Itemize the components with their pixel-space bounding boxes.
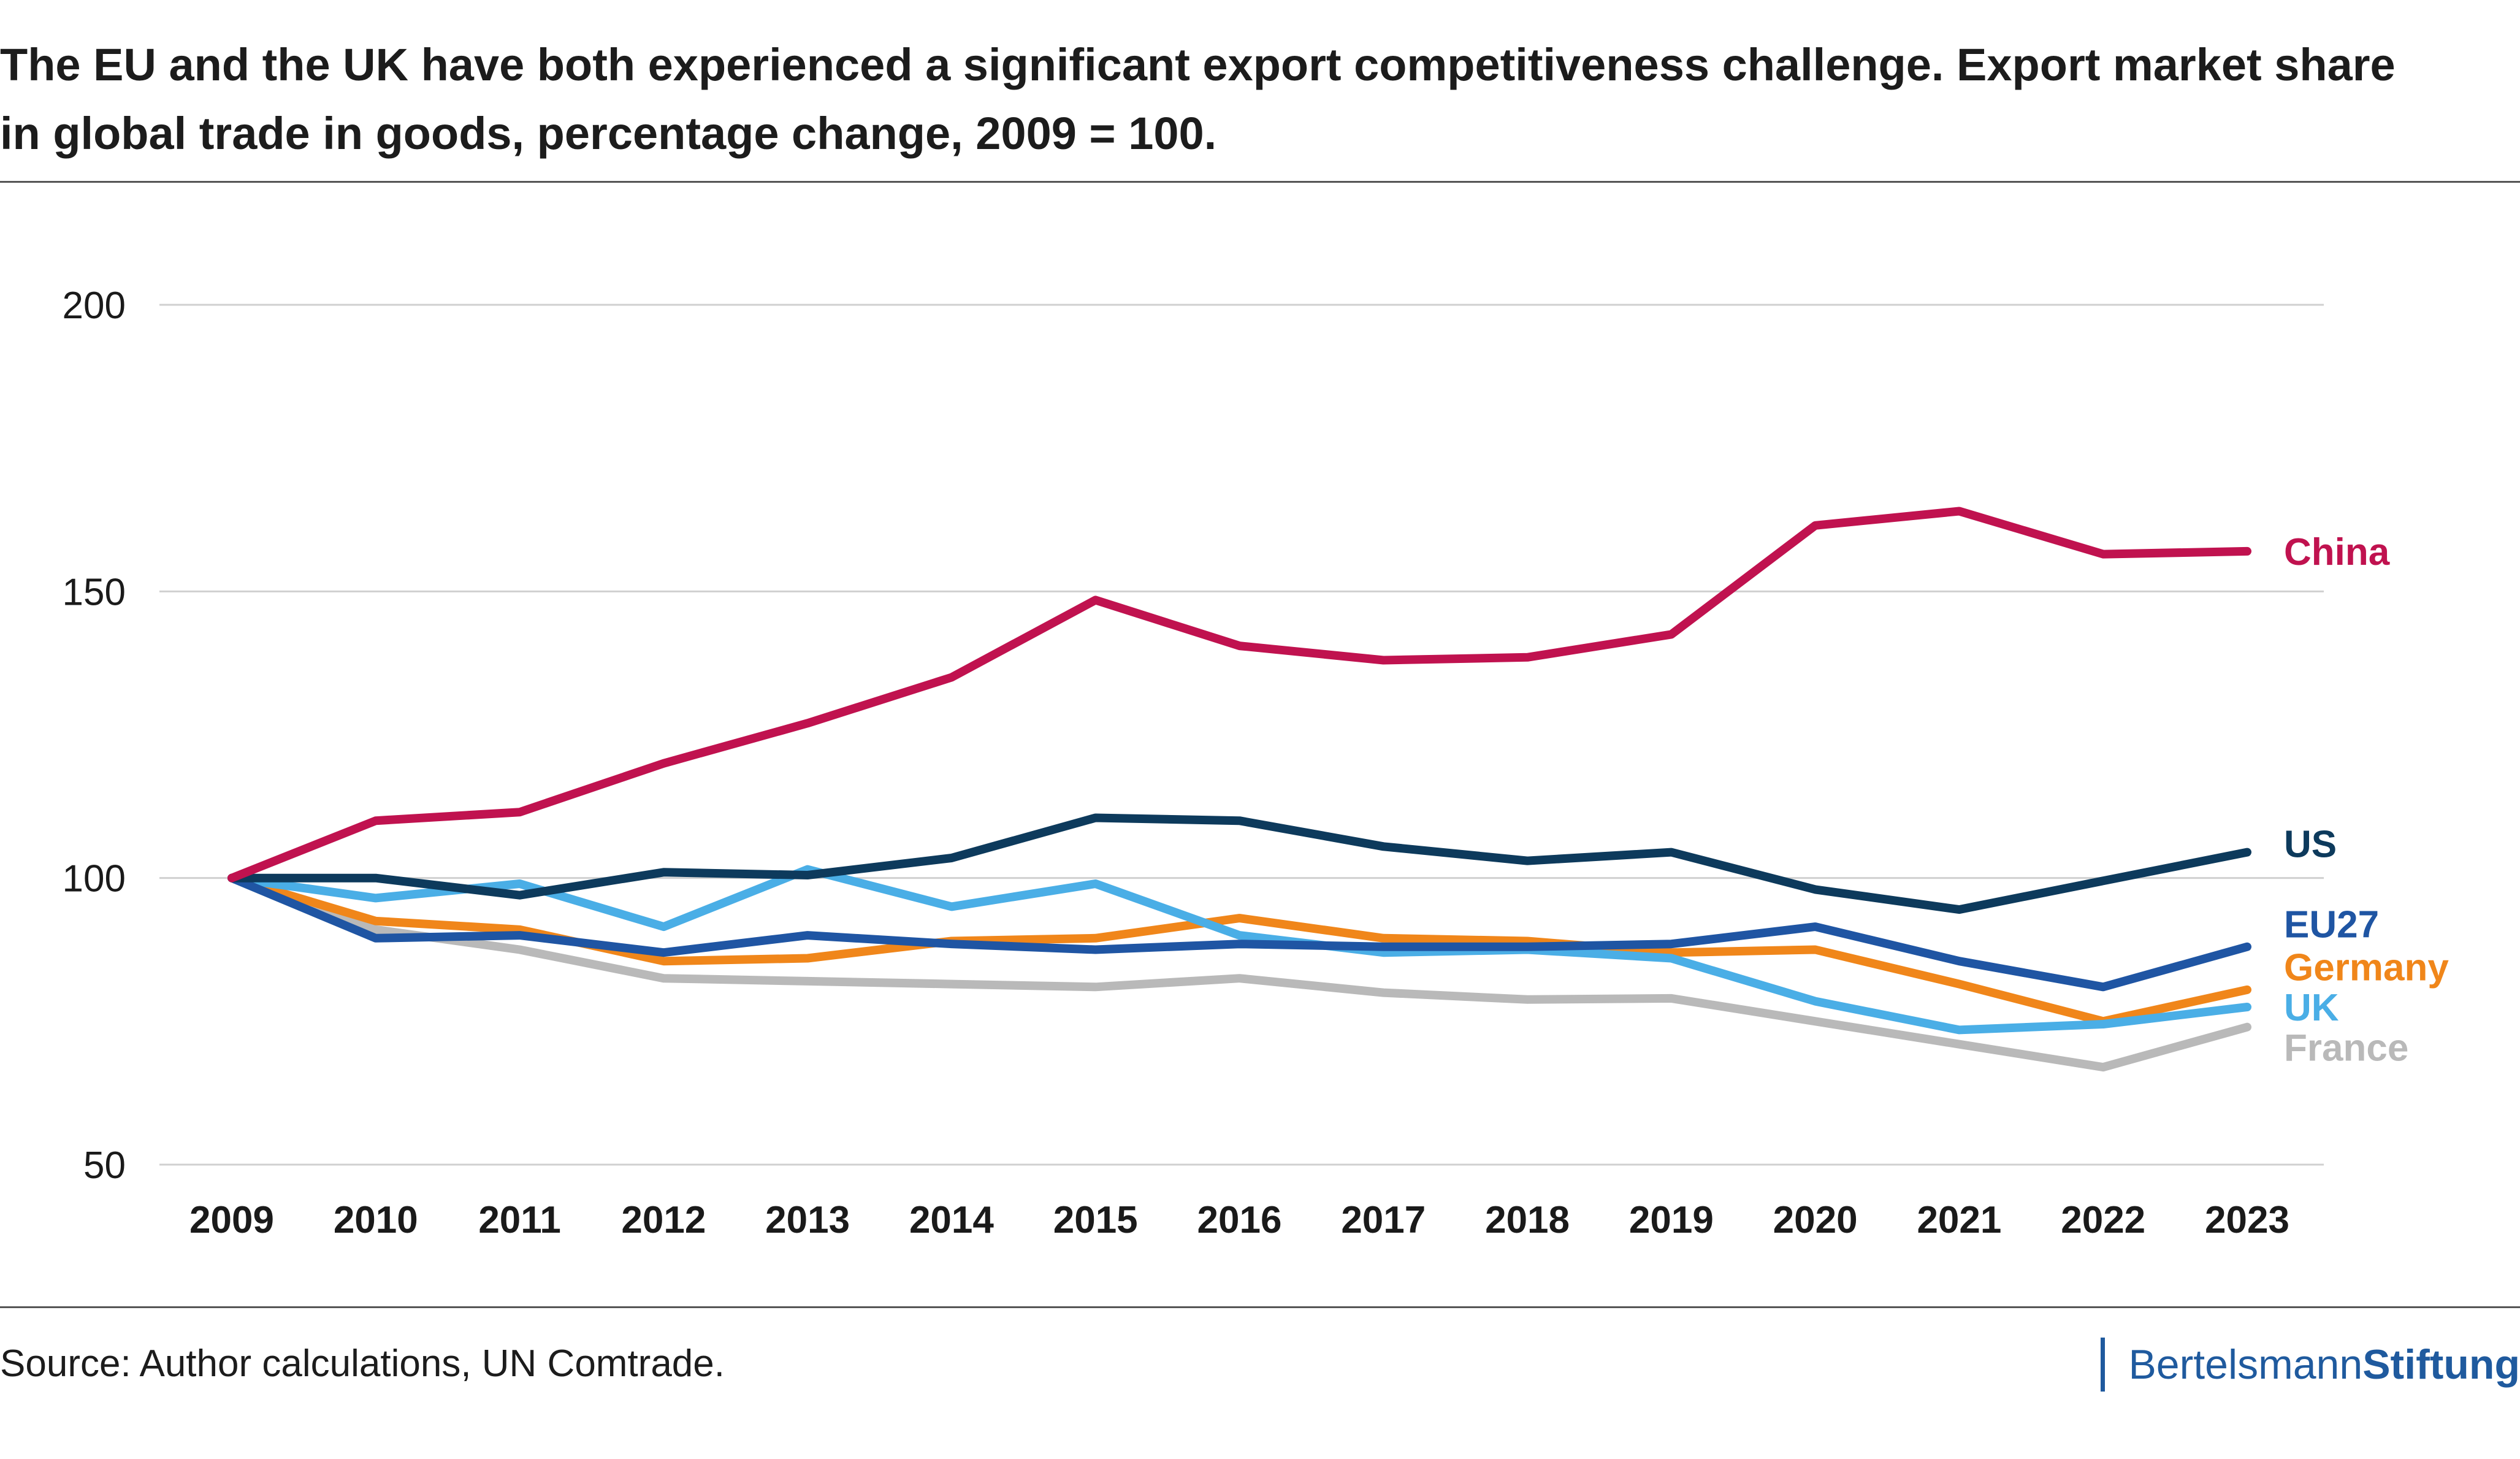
series-label-china: China <box>2284 531 2390 573</box>
x-tick-label-2021: 2021 <box>1917 1199 2001 1241</box>
brand-bar <box>2101 1338 2106 1392</box>
x-tick-label-2020: 2020 <box>1773 1199 1858 1241</box>
series-line-china <box>227 507 2251 883</box>
chart-title: The EU and the UK have both experienced … <box>0 31 2514 168</box>
y-tick-label-150: 150 <box>63 571 126 613</box>
chart-title-line-2: in global trade in goods, percentage cha… <box>0 108 1217 159</box>
x-tick-label-2010: 2010 <box>334 1199 418 1241</box>
series-line-uk <box>227 865 2251 1035</box>
series-label-germany: Germany <box>2284 947 2449 989</box>
x-tick-label-2013: 2013 <box>765 1199 850 1241</box>
brand-logo: Bertelsmann Stiftung <box>2101 1337 2520 1392</box>
series-label-eu27: EU27 <box>2284 903 2379 946</box>
y-tick-label-100: 100 <box>63 858 126 900</box>
x-tick-label-2018: 2018 <box>1485 1199 1570 1241</box>
x-tick-label-2017: 2017 <box>1341 1199 1426 1241</box>
chart-title-line-1: The EU and the UK have both experienced … <box>0 39 2396 90</box>
footer-divider <box>0 1306 2520 1308</box>
series-line-eu27 <box>227 873 2251 992</box>
x-tick-label-2023: 2023 <box>2205 1199 2289 1241</box>
y-tick-label-200: 200 <box>63 285 126 327</box>
series-label-uk: UK <box>2284 987 2339 1029</box>
x-tick-label-2009: 2009 <box>189 1199 274 1241</box>
line-chart: 50 100 150 200 2009 2010 2011 2012 2013 2014 2015 2… <box>63 285 2449 1241</box>
brand-name-part1: Bertelsmann <box>2128 1341 2363 1388</box>
x-tick-label-2011: 2011 <box>478 1199 561 1241</box>
x-tick-label-2014: 2014 <box>909 1199 994 1241</box>
y-tick-label-50: 50 <box>83 1144 126 1187</box>
title-divider <box>0 181 2520 183</box>
series-line-france <box>227 873 2251 1072</box>
brand-name-part2: Stiftung <box>2362 1341 2520 1388</box>
x-tick-label-2016: 2016 <box>1197 1199 1282 1241</box>
series-line-us <box>227 813 2251 914</box>
x-tick-label-2022: 2022 <box>2061 1199 2145 1241</box>
x-tick-label-2012: 2012 <box>621 1199 706 1241</box>
series-label-us: US <box>2284 824 2337 866</box>
x-tick-label-2019: 2019 <box>1629 1199 1714 1241</box>
x-tick-label-2015: 2015 <box>1053 1199 1138 1241</box>
source-note: Source: Author calculations, UN Comtrade… <box>0 1342 725 1385</box>
series-label-france: France <box>2284 1027 2408 1069</box>
